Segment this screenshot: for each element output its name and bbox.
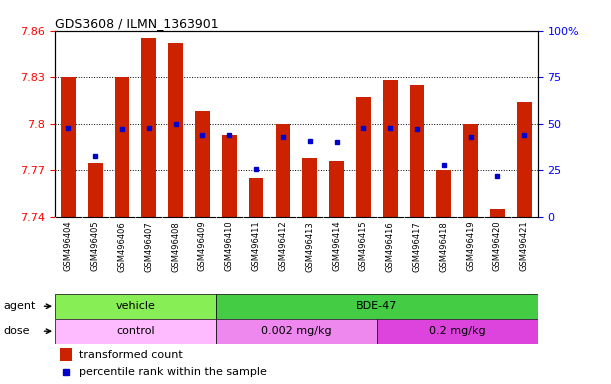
Text: agent: agent	[3, 301, 35, 311]
Bar	[356, 98, 371, 217]
Bar	[216, 319, 377, 344]
Text: GSM496418: GSM496418	[439, 221, 448, 271]
Text: GSM496415: GSM496415	[359, 221, 368, 271]
Text: GSM496407: GSM496407	[144, 221, 153, 271]
Bar	[61, 77, 76, 217]
Text: GSM496414: GSM496414	[332, 221, 341, 271]
Bar	[276, 124, 290, 217]
Text: GSM496416: GSM496416	[386, 221, 395, 271]
Bar	[329, 161, 344, 217]
Text: transformed count: transformed count	[79, 349, 183, 359]
Bar	[142, 38, 156, 217]
Bar	[302, 158, 317, 217]
Text: percentile rank within the sample: percentile rank within the sample	[79, 366, 267, 377]
Text: GSM496404: GSM496404	[64, 221, 73, 271]
Bar	[490, 209, 505, 217]
Bar	[115, 77, 130, 217]
Text: GSM496421: GSM496421	[520, 221, 529, 271]
Text: BDE-47: BDE-47	[356, 301, 398, 311]
Bar	[195, 111, 210, 217]
Text: 0.002 mg/kg: 0.002 mg/kg	[261, 326, 332, 336]
Bar	[88, 163, 103, 217]
Bar	[60, 348, 72, 361]
Text: GSM496410: GSM496410	[225, 221, 234, 271]
Text: GSM496408: GSM496408	[171, 221, 180, 271]
Bar	[55, 294, 216, 319]
Text: GDS3608 / ILMN_1363901: GDS3608 / ILMN_1363901	[55, 17, 219, 30]
Bar	[409, 85, 425, 217]
Bar	[249, 178, 263, 217]
Text: GSM496406: GSM496406	[117, 221, 126, 271]
Text: control: control	[116, 326, 155, 336]
Bar	[222, 135, 236, 217]
Bar	[436, 170, 451, 217]
Bar	[55, 319, 216, 344]
Bar	[168, 43, 183, 217]
Text: GSM496405: GSM496405	[90, 221, 100, 271]
Bar	[463, 124, 478, 217]
Text: GSM496413: GSM496413	[306, 221, 314, 271]
Text: vehicle: vehicle	[115, 301, 155, 311]
Bar	[517, 102, 532, 217]
Bar	[383, 80, 398, 217]
Text: GSM496420: GSM496420	[493, 221, 502, 271]
Text: 0.2 mg/kg: 0.2 mg/kg	[429, 326, 486, 336]
Text: GSM496409: GSM496409	[198, 221, 207, 271]
Text: GSM496412: GSM496412	[279, 221, 287, 271]
Text: GSM496419: GSM496419	[466, 221, 475, 271]
Bar	[216, 294, 538, 319]
Text: GSM496411: GSM496411	[252, 221, 261, 271]
Text: dose: dose	[3, 326, 29, 336]
Bar	[377, 319, 538, 344]
Text: GSM496417: GSM496417	[412, 221, 422, 271]
